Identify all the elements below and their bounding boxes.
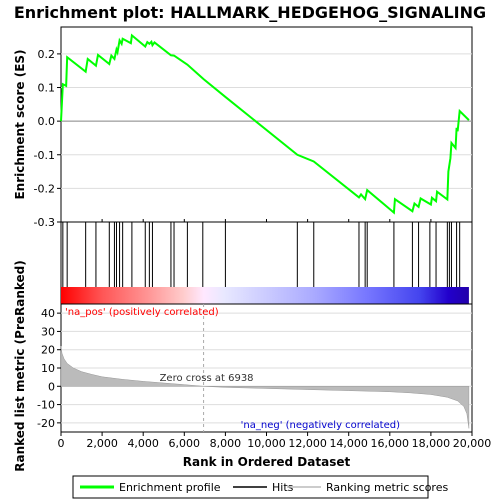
metric-tick-label: 30 xyxy=(41,325,55,338)
metric-tick-label: -20 xyxy=(37,417,55,430)
legend: Enrichment profile Hits Ranking metric sco… xyxy=(72,475,448,499)
x-tick-label: 18,000 xyxy=(412,437,451,450)
x-tick-label: 6,000 xyxy=(169,437,201,450)
es-tick-label: -0.3 xyxy=(34,216,55,229)
metric-tick-label: 20 xyxy=(41,344,55,357)
metric-tick-label: 10 xyxy=(41,362,55,375)
es-axis-label: Enrichment score (ES) xyxy=(13,49,27,199)
metric-tick-label: -10 xyxy=(37,399,55,412)
ranking-heatbar xyxy=(61,287,469,304)
metric-tick-label: 0 xyxy=(48,380,55,393)
x-tick-label: 2,000 xyxy=(86,437,118,450)
enrichment-profile-line xyxy=(60,33,470,215)
x-tick-label: 12,000 xyxy=(288,437,327,450)
es-tick-label: 0.2 xyxy=(38,48,56,61)
x-tick-label: 20,000 xyxy=(453,437,492,450)
es-panel: -0.3 -0.2 -0.1 0.0 0.1 0.2 Enrichment score (… xyxy=(13,26,473,229)
hits-panel xyxy=(60,221,473,305)
legend-item: Ranking metric scores xyxy=(287,481,448,494)
negative-correlation-label: 'na_neg' (negatively correlated) xyxy=(241,420,400,431)
legend-label: Ranking metric scores xyxy=(326,481,448,494)
metric-axis-label: Ranked list metric (PreRanked) xyxy=(13,260,27,472)
metric-tick-label: 40 xyxy=(41,307,55,320)
legend-item: Enrichment profile xyxy=(80,481,221,494)
x-tick-label: 16,000 xyxy=(371,437,410,450)
es-tick-label: 0.0 xyxy=(38,115,56,128)
zero-cross-label: Zero cross at 6938 xyxy=(160,373,254,384)
chart-title: Enrichment plot: HALLMARK_HEDGEHOG_SIGNA… xyxy=(14,3,486,22)
ranking-metric-area xyxy=(60,346,470,429)
x-tick-label: 10,000 xyxy=(247,437,286,450)
es-tick-label: -0.1 xyxy=(34,149,55,162)
x-axis-label: Rank in Ordered Dataset xyxy=(183,455,351,469)
es-panel-frame xyxy=(60,26,473,223)
es-tick-label: 0.1 xyxy=(38,82,56,95)
legend-item: Hits xyxy=(233,481,294,494)
x-tick-label: 4,000 xyxy=(127,437,159,450)
legend-label: Hits xyxy=(272,481,294,494)
es-tick-label: -0.2 xyxy=(34,182,55,195)
x-tick-label: 14,000 xyxy=(329,437,368,450)
metric-panel: -20 -10 0 10 20 30 40 'na_pos' (positively cor… xyxy=(13,260,491,472)
legend-label: Enrichment profile xyxy=(119,481,221,494)
x-tick-label: 8,000 xyxy=(210,437,242,450)
positive-correlation-label: 'na_pos' (positively correlated) xyxy=(65,307,219,318)
x-tick-label: 0 xyxy=(58,437,65,450)
